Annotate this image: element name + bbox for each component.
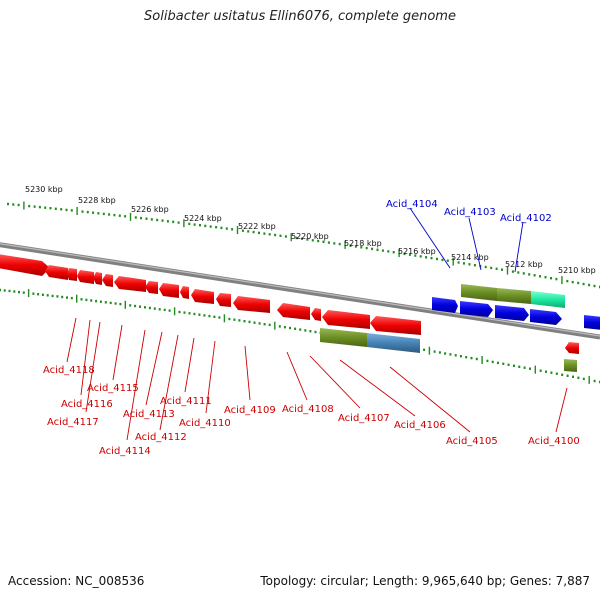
gene-arrow[interactable] (495, 305, 529, 321)
gene-label[interactable]: Acid_4117 (47, 417, 99, 428)
gene-arrow[interactable] (370, 316, 421, 335)
gene-label[interactable]: Acid_4116 (61, 399, 113, 410)
gene-arrow[interactable] (0, 254, 50, 276)
gene-arrow[interactable] (45, 265, 68, 280)
gene-label[interactable]: Acid_4103 (444, 207, 496, 218)
gene-label[interactable]: Acid_4102 (500, 213, 552, 224)
upper-domains (461, 284, 565, 308)
gene-arrow[interactable] (460, 301, 493, 317)
gene-arrow[interactable] (93, 272, 102, 285)
scale-label: 5226 kbp (131, 205, 169, 214)
gene-label[interactable]: Acid_4107 (338, 413, 390, 424)
chromosome-backbone-highlight (0, 243, 600, 337)
gene-label[interactable]: Acid_4112 (135, 432, 187, 443)
scale-label: 5222 kbp (238, 222, 276, 231)
gene-label[interactable]: Acid_4105 (446, 436, 498, 447)
gene-arrow[interactable] (311, 308, 321, 321)
gene-arrow[interactable] (77, 270, 94, 284)
scale-label: 5216 kbp (398, 247, 436, 256)
bottom-callouts (66, 317, 568, 441)
gene-arrow[interactable] (233, 296, 270, 313)
gene-label[interactable]: Acid_4115 (87, 383, 139, 394)
gene-arrow[interactable] (180, 286, 189, 299)
domain-block[interactable] (367, 333, 420, 353)
genome-summary: Topology: circular; Length: 9,965,640 bp… (260, 574, 590, 588)
domain-block[interactable] (320, 328, 367, 347)
gene-arrow[interactable] (432, 297, 458, 313)
upper-tick-row (7, 201, 600, 289)
gene-arrow[interactable] (584, 315, 600, 330)
gene-arrow[interactable] (322, 310, 370, 329)
gene-arrow[interactable] (145, 281, 158, 294)
forward-strand-genes (432, 297, 600, 330)
accession-label: Accession: NC_008536 (8, 574, 145, 588)
scale-label: 5230 kbp (25, 185, 63, 194)
gene-arrow[interactable] (565, 342, 579, 354)
gene-arrow[interactable] (191, 289, 214, 304)
gene-arrow[interactable] (102, 274, 113, 287)
gene-label[interactable]: Acid_4113 (123, 409, 175, 420)
gene-label[interactable]: Acid_4114 (99, 446, 151, 457)
scale-label: 5212 kbp (505, 260, 543, 269)
domain-block[interactable] (497, 288, 531, 304)
gene-arrow[interactable] (114, 276, 146, 292)
scale-label: 5214 kbp (451, 253, 489, 262)
gene-label[interactable]: Acid_4106 (394, 420, 446, 431)
scale-label: 5228 kbp (78, 196, 116, 205)
gene-label[interactable]: Acid_4100 (528, 436, 580, 447)
scale-label: 5210 kbp (558, 266, 596, 275)
top-callouts (409, 207, 524, 273)
scale-label: 5224 kbp (184, 214, 222, 223)
gene-label[interactable]: Acid_4110 (179, 418, 231, 429)
gene-arrow[interactable] (277, 303, 310, 320)
domain-block[interactable] (531, 291, 565, 308)
domain-block[interactable] (461, 284, 497, 301)
lower-domains (320, 328, 577, 372)
reverse-strand-genes (0, 254, 579, 354)
map-title: Solibacter usitatus Ellin6076, complete … (144, 9, 456, 24)
domain-block[interactable] (564, 359, 577, 372)
gene-label[interactable]: Acid_4109 (224, 405, 276, 416)
gene-label[interactable]: Acid_4111 (160, 396, 212, 407)
gene-arrow[interactable] (530, 309, 562, 325)
gene-label[interactable]: Acid_4108 (282, 404, 334, 415)
scale-label: 5218 kbp (344, 239, 382, 248)
gene-label[interactable]: Acid_4104 (386, 199, 438, 210)
gene-arrow[interactable] (216, 293, 231, 307)
gene-arrow[interactable] (67, 268, 77, 281)
gene-label[interactable]: Acid_4118 (43, 365, 95, 376)
gene-arrow[interactable] (159, 283, 179, 298)
scale-label: 5220 kbp (291, 232, 329, 241)
